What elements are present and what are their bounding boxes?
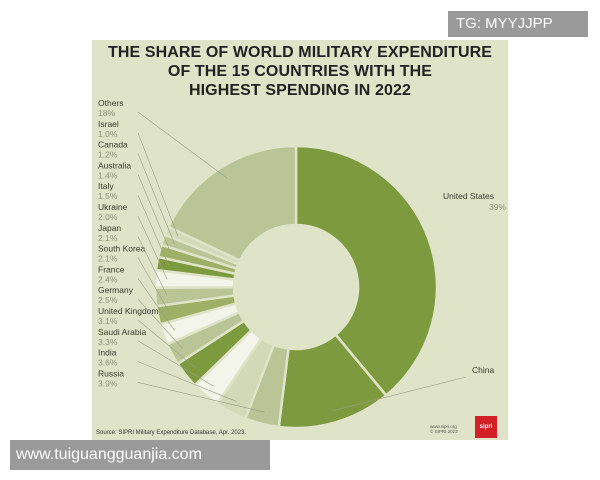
title-line-1: THE SHARE OF WORLD MILITARY EXPENDITURE: [107, 44, 493, 61]
label-name-australia: Australia: [98, 160, 131, 170]
title-line-2: OF THE 15 COUNTRIES WITH THE: [167, 63, 433, 80]
label-value-france: 2.4%: [98, 274, 118, 284]
sipri-logo: sipri: [475, 416, 497, 438]
leader-australia: [137, 174, 172, 255]
label-name-italy: Italy: [98, 181, 114, 191]
label-name-india: India: [98, 348, 117, 358]
label-name-ukraine: Ukraine: [98, 202, 128, 212]
label-value-india: 3.6%: [98, 358, 118, 368]
credit-line-1: www.sipri.org: [430, 424, 457, 429]
label-name-france: France: [98, 264, 125, 274]
label-value-saudi-arabia: 3.3%: [98, 337, 118, 347]
label-value-others: 18%: [98, 108, 115, 118]
leader-united-kingdom: [137, 319, 196, 368]
label-name-russia: Russia: [98, 368, 124, 378]
label-value-germany: 2.5%: [98, 295, 118, 305]
chart-card: THE SHARE OF WORLD MILITARY EXPENDITURE …: [92, 40, 508, 440]
label-name-canada: Canada: [98, 140, 128, 150]
slice-others: [166, 144, 298, 263]
label-value-canada: 1.2%: [98, 150, 118, 160]
label-value-ukraine: 2.0%: [98, 212, 118, 222]
label-value-italy: 1.5%: [98, 191, 118, 201]
label-value-south-korea: 2.1%: [98, 254, 118, 264]
label-value-united-kingdom: 3.1%: [98, 316, 118, 326]
label-name-japan: Japan: [98, 223, 121, 233]
label-name-others: Others: [98, 98, 124, 108]
label-name-united-kingdom: United Kingdom: [98, 306, 158, 316]
credit: www.sipri.org © SIPRI 2023: [430, 424, 458, 434]
label-name-saudi-arabia: Saudi Arabia: [98, 327, 146, 337]
leader-india: [137, 361, 237, 402]
leader-france: [137, 278, 175, 331]
label-name-china: China: [472, 365, 494, 375]
credit-line-2: © SIPRI 2023: [430, 429, 458, 434]
leader-italy: [137, 195, 170, 266]
label-value-russia: 3.9%: [98, 378, 118, 388]
label-value-australia: 1.4%: [98, 170, 118, 180]
leader-germany: [137, 298, 183, 349]
donut-chart: United States39%China13%Russia3.9%India3…: [98, 98, 506, 430]
title-line-3: HIGHEST SPENDING IN 2022: [188, 82, 412, 99]
leader-south-korea: [137, 257, 170, 314]
watermark-telegram: TG: MYYJJPP: [448, 11, 588, 37]
label-value-israel: 1.0%: [98, 129, 118, 139]
leader-japan: [137, 236, 168, 297]
slice-united-states: [294, 144, 439, 398]
label-name-israel: Israel: [98, 119, 119, 129]
label-name-germany: Germany: [98, 285, 134, 295]
leader-china: [332, 376, 467, 412]
leader-others: [137, 111, 228, 179]
leader-saudi-arabia: [137, 340, 214, 387]
leader-canada: [137, 153, 175, 245]
label-value-united-states: 39%: [489, 202, 506, 212]
donut-hole: [235, 226, 357, 348]
leader-israel: [137, 132, 178, 236]
source-note: Source: SIPRI Military Expenditure Datab…: [96, 430, 247, 436]
chart-title: THE SHARE OF WORLD MILITARY EXPENDITURE …: [92, 43, 508, 100]
watermark-website: www.tuiguangguanjia.com: [10, 440, 270, 470]
label-name-south-korea: South Korea: [98, 244, 146, 254]
leader-ukraine: [137, 215, 168, 280]
label-value-japan: 2.1%: [98, 233, 118, 243]
leader-russia: [137, 382, 265, 413]
label-name-united-states: United States: [443, 191, 494, 201]
